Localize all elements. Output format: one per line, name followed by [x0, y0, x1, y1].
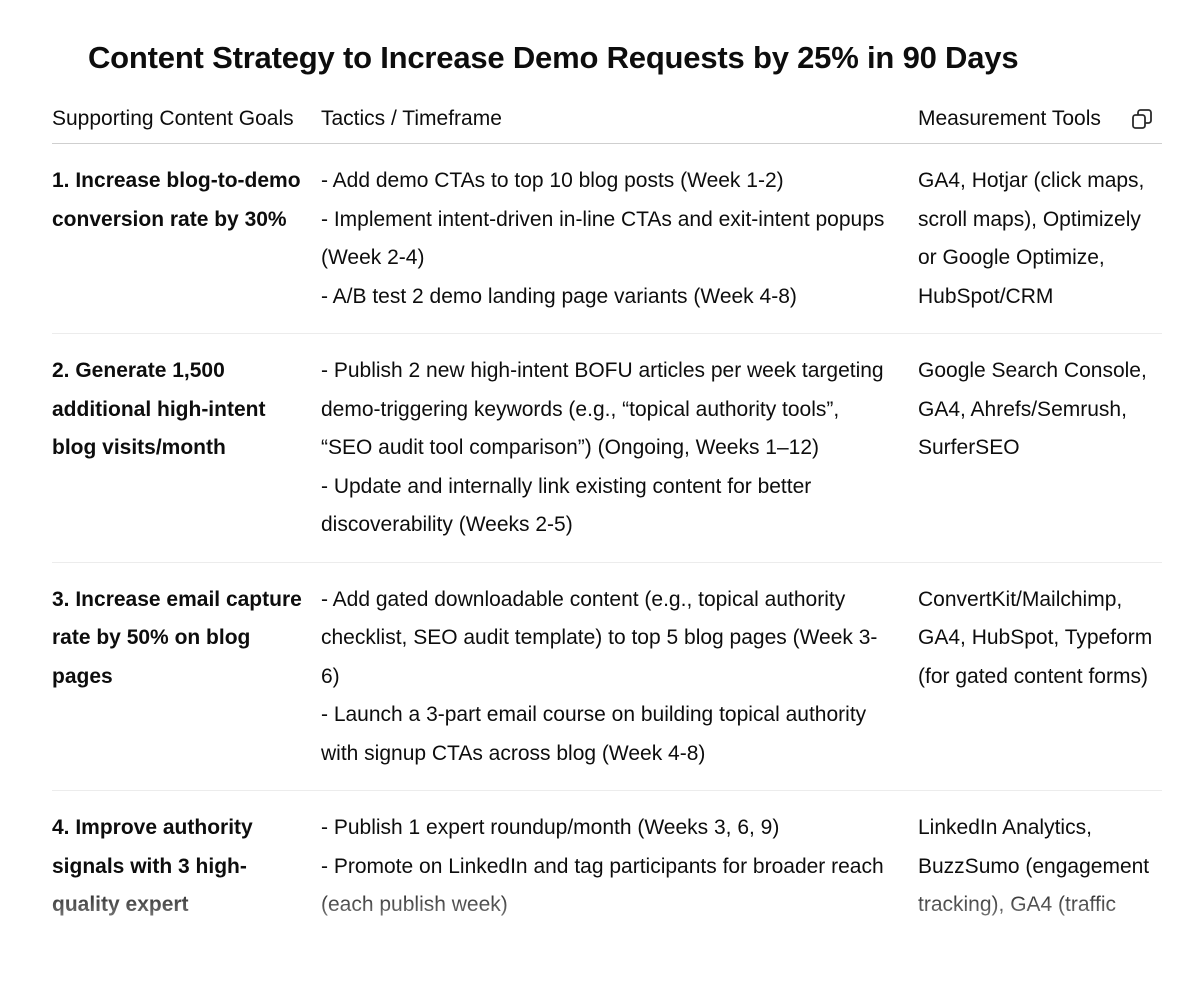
tools-cell: LinkedIn Analytics, BuzzSumo (engagement… — [918, 816, 1150, 916]
tools-cell: GA4, Hotjar (click maps, scroll maps), O… — [918, 143, 1162, 334]
page-title: Content Strategy to Increase Demo Reques… — [88, 40, 1019, 75]
table-row: 4. Improve authority signals with 3 high… — [52, 791, 1162, 942]
header-tactics-label: Tactics / Timeframe — [321, 107, 502, 130]
strategy-table-container: Supporting Content Goals Tactics / Timef… — [52, 106, 1162, 942]
goal-cell: 4. Improve authority signals with 3 high… — [52, 816, 253, 916]
tactics-cell: - Add gated downloadable content (e.g., … — [321, 562, 918, 791]
goal-cell: 1. Increase blog-to-demo conversion rate… — [52, 143, 321, 334]
table-row: 2. Generate 1,500 additional high-intent… — [52, 333, 1162, 563]
tactic-line: - Implement intent-driven in-line CTAs a… — [321, 207, 885, 270]
tactic-line: - Add demo CTAs to top 10 blog posts (We… — [321, 169, 784, 192]
tactic-line: - Publish 1 expert roundup/month (Weeks … — [321, 816, 780, 839]
header-goals: Supporting Content Goals — [52, 106, 321, 144]
header-tools: Measurement Tools — [918, 106, 1162, 144]
table-row: 3. Increase email capture rate by 50% on… — [52, 562, 1162, 791]
strategy-table: Supporting Content Goals Tactics / Timef… — [52, 106, 1162, 942]
tactic-line: - A/B test 2 demo landing page variants … — [321, 284, 797, 308]
table-header-row: Supporting Content Goals Tactics / Timef… — [52, 106, 1162, 144]
header-goals-label: Supporting Content Goals — [52, 107, 294, 130]
tactic-line: - Publish 2 new high-intent BOFU article… — [321, 359, 884, 459]
copy-icon[interactable] — [1130, 107, 1154, 131]
goal-cell: 3. Increase email capture rate by 50% on… — [52, 562, 321, 791]
tactics-cell: - Add demo CTAs to top 10 blog posts (We… — [321, 143, 918, 334]
header-tactics: Tactics / Timeframe — [321, 106, 918, 144]
tools-cell: Google Search Console, GA4, Ahrefs/Semru… — [918, 333, 1162, 563]
table-body: 1. Increase blog-to-demo conversion rate… — [52, 143, 1162, 942]
tactic-line: - Launch a 3-part email course on buildi… — [321, 703, 867, 765]
tactics-cell: - Publish 1 expert roundup/month (Weeks … — [321, 791, 918, 942]
header-tools-label: Measurement Tools — [918, 107, 1101, 130]
tactic-line: - Add gated downloadable content (e.g., … — [321, 587, 878, 688]
goal-cell: 2. Generate 1,500 additional high-intent… — [52, 333, 321, 563]
tools-cell: ConvertKit/Mailchimp, GA4, HubSpot, Type… — [918, 562, 1162, 791]
table-header: Supporting Content Goals Tactics / Timef… — [52, 106, 1162, 144]
tactic-line: - Promote on LinkedIn and tag participan… — [321, 854, 884, 917]
tactic-line: - Update and internally link existing co… — [321, 474, 812, 537]
tactics-cell: - Publish 2 new high-intent BOFU article… — [321, 333, 918, 563]
table-row: 1. Increase blog-to-demo conversion rate… — [52, 143, 1162, 334]
